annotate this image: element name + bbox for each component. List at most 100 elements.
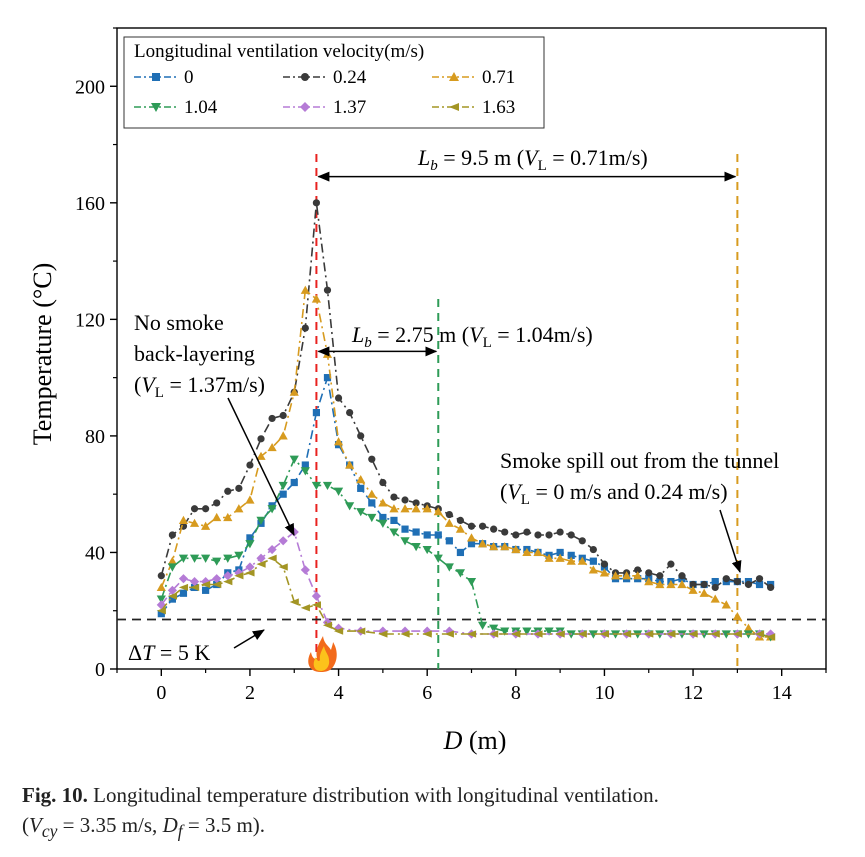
y-tick-label: 120	[75, 309, 105, 331]
data-point	[456, 548, 465, 557]
data-point	[390, 493, 398, 501]
data-point	[577, 556, 587, 565]
data-point	[246, 534, 254, 542]
y-tick-label: 200	[75, 76, 105, 98]
data-point	[168, 595, 176, 603]
lb-275-vl: V	[469, 322, 485, 347]
data-point	[466, 630, 477, 638]
data-point	[167, 556, 177, 565]
data-point	[245, 569, 255, 577]
data-point	[156, 607, 166, 615]
data-point	[333, 627, 344, 635]
data-point	[466, 577, 477, 587]
data-point	[533, 547, 543, 557]
data-point	[711, 583, 719, 592]
data-point	[234, 572, 244, 580]
data-point	[433, 554, 443, 563]
lb-275-sub: b	[364, 335, 372, 351]
legend-title: Longitudinal ventilation velocity(m/s)	[134, 41, 424, 62]
data-point	[422, 504, 432, 513]
no-smoke-vsub: L	[155, 385, 164, 401]
data-point	[234, 551, 244, 560]
data-point	[522, 627, 532, 636]
caption-v-sub: cy	[41, 821, 58, 842]
data-point	[477, 539, 488, 548]
data-point	[445, 510, 453, 519]
data-point	[223, 577, 233, 586]
data-point	[311, 601, 322, 609]
data-point	[234, 568, 244, 578]
data-point	[644, 630, 654, 638]
data-point	[533, 630, 543, 638]
x-tick-label: 14	[772, 682, 792, 704]
legend-label: 0.71	[482, 67, 515, 88]
caption-v-val: = 3.35 m/s,	[57, 813, 163, 837]
spill-pre: (	[500, 479, 507, 504]
data-point	[445, 537, 453, 545]
legend-label: 1.37	[333, 97, 366, 118]
caption-d: D	[162, 813, 178, 837]
legend-item-0.71: 0.71	[432, 67, 515, 88]
axes: 0 2 4 6 8 10 12 14 0 40 80 120 160 200	[75, 27, 827, 704]
data-point	[312, 409, 321, 417]
data-point	[213, 499, 221, 507]
data-point	[278, 536, 288, 546]
data-point	[444, 563, 454, 572]
x-tick-label: 10	[594, 682, 614, 704]
data-point	[223, 554, 233, 563]
data-point	[477, 621, 488, 630]
data-point	[544, 627, 554, 636]
annotation-delta-t: ΔT = 5 K	[128, 629, 265, 665]
data-point	[167, 563, 177, 572]
data-point	[279, 411, 287, 420]
data-point	[700, 580, 708, 589]
data-point	[621, 571, 632, 580]
svg-text:Lb = 9.5 m (VL = 0.71m/s): Lb = 9.5 m (VL = 0.71m/s)	[417, 145, 648, 174]
data-point	[201, 554, 211, 563]
x-tick-label: 8	[511, 682, 521, 704]
data-point	[267, 554, 277, 562]
data-point	[645, 569, 653, 577]
data-point	[589, 557, 597, 565]
data-point	[189, 583, 200, 592]
data-point	[278, 481, 288, 491]
spill-vsub: L	[521, 492, 530, 508]
legend-item-1.37: 1.37	[283, 97, 366, 118]
arrow-delta-t	[233, 629, 265, 649]
data-point	[523, 528, 531, 536]
data-point	[400, 630, 410, 638]
data-point	[256, 516, 266, 526]
data-point	[256, 560, 266, 568]
figure-caption: Fig. 10. Longitudinal temperature distri…	[22, 780, 852, 846]
x-axis-label-var: D	[443, 726, 463, 755]
data-point	[489, 624, 499, 633]
x-tick-label: 0	[156, 682, 166, 704]
legend-label: 1.63	[482, 97, 515, 118]
data-point	[666, 579, 676, 589]
lb-95-text2: = 0.71m/s)	[547, 145, 648, 170]
legend-label: 0.24	[333, 67, 367, 88]
legend-label: 0	[184, 67, 194, 88]
x-axis-label: D (m)	[443, 726, 507, 755]
data-point	[422, 545, 432, 555]
data-point	[544, 553, 554, 562]
data-point	[412, 499, 420, 507]
no-smoke-post: = 1.37m/s)	[164, 372, 265, 397]
data-point	[223, 512, 233, 522]
data-point	[755, 580, 764, 589]
lb-275-text1: = 2.75 m (	[372, 322, 469, 347]
lb-95-vl: V	[524, 145, 540, 170]
data-point	[655, 579, 665, 589]
data-point	[400, 537, 410, 546]
data-point	[289, 387, 299, 396]
data-point	[411, 504, 421, 513]
data-point	[168, 531, 176, 539]
caption-open: (	[22, 813, 29, 837]
data-point	[600, 560, 609, 568]
annotation-no-smoke: No smoke back-layering (VL = 1.37m/s)	[134, 310, 295, 536]
data-point	[422, 630, 432, 638]
data-point	[311, 591, 322, 601]
caption-text: Longitudinal temperature distribution wi…	[87, 783, 659, 807]
data-point	[300, 285, 310, 294]
data-point	[710, 630, 720, 638]
